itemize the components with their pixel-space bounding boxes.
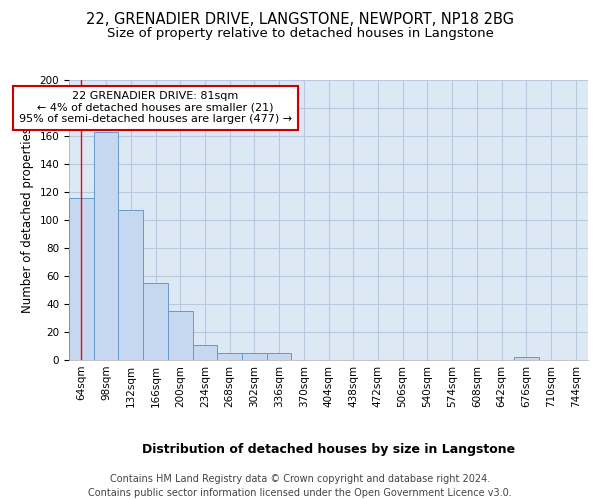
Bar: [193, 344, 217, 360]
Bar: [69, 198, 94, 360]
Bar: [514, 357, 539, 360]
Text: 22 GRENADIER DRIVE: 81sqm
← 4% of detached houses are smaller (21)
95% of semi-d: 22 GRENADIER DRIVE: 81sqm ← 4% of detach…: [19, 91, 292, 124]
Text: Contains HM Land Registry data © Crown copyright and database right 2024.
Contai: Contains HM Land Registry data © Crown c…: [88, 474, 512, 498]
Y-axis label: Number of detached properties: Number of detached properties: [21, 127, 34, 313]
Text: 22, GRENADIER DRIVE, LANGSTONE, NEWPORT, NP18 2BG: 22, GRENADIER DRIVE, LANGSTONE, NEWPORT,…: [86, 12, 514, 28]
Bar: [118, 210, 143, 360]
Bar: [217, 353, 242, 360]
Bar: [143, 283, 168, 360]
Bar: [242, 353, 267, 360]
Bar: [94, 132, 118, 360]
Bar: [267, 353, 292, 360]
Bar: [168, 311, 193, 360]
Text: Size of property relative to detached houses in Langstone: Size of property relative to detached ho…: [107, 28, 493, 40]
Text: Distribution of detached houses by size in Langstone: Distribution of detached houses by size …: [142, 442, 515, 456]
